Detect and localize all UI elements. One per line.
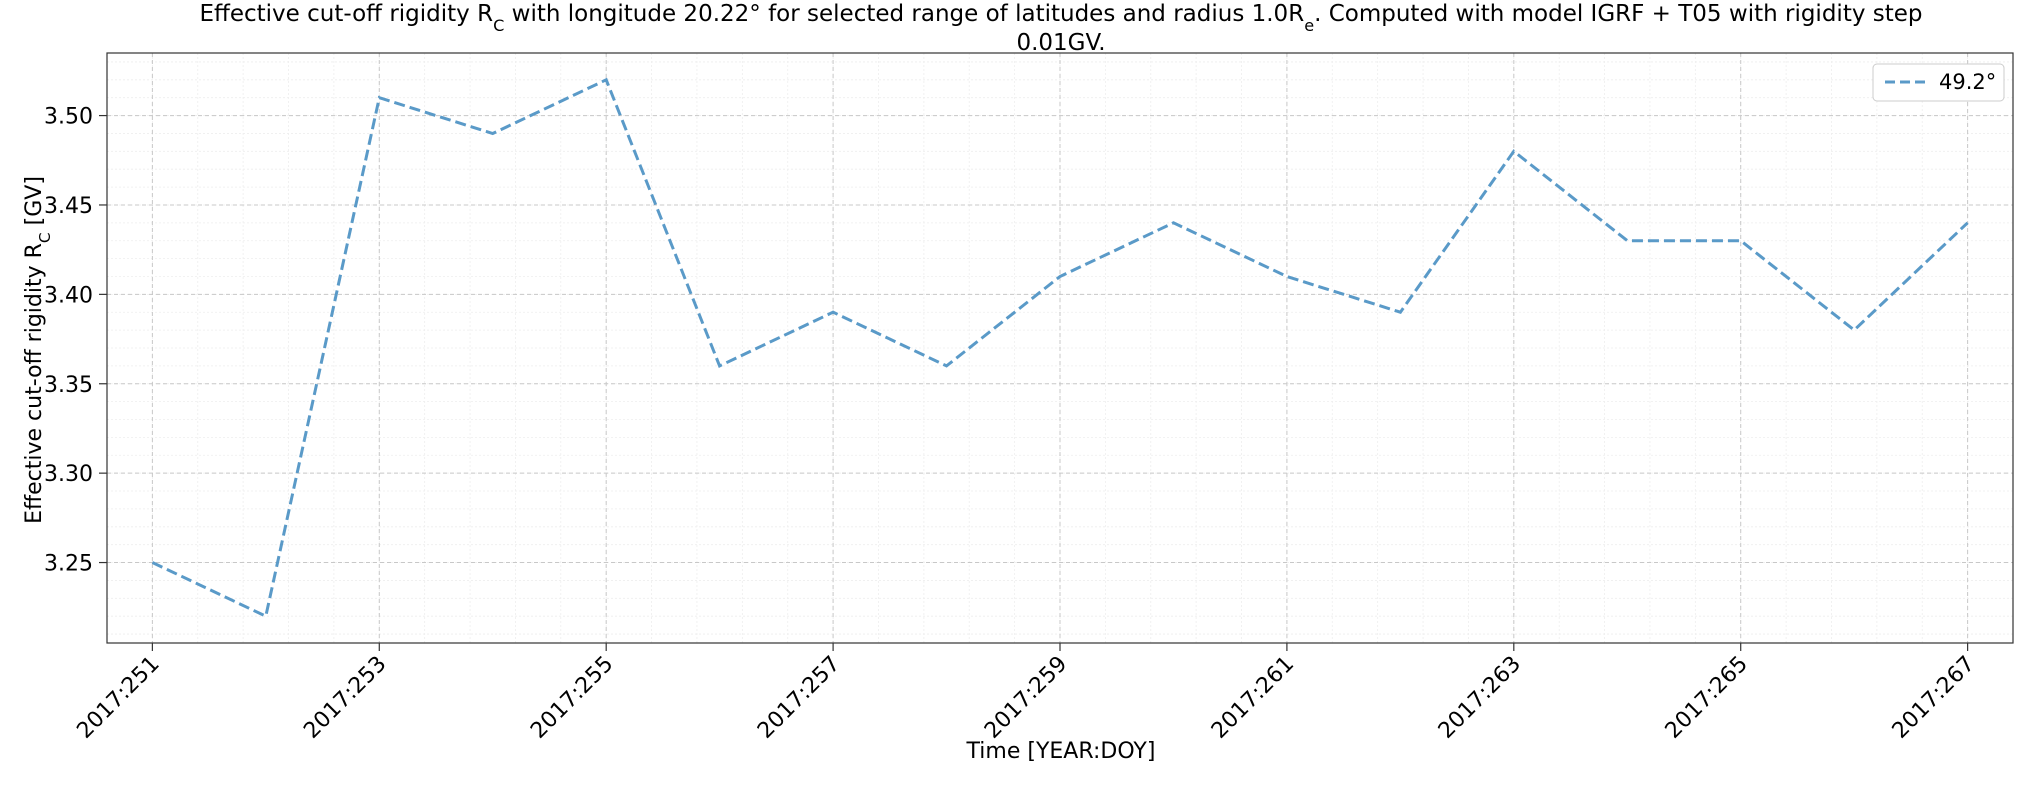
- major-grid: [107, 53, 2013, 643]
- y-tick-label: 3.50: [44, 105, 93, 130]
- x-tick-label: 2017:267: [1888, 652, 1980, 744]
- y-axis-label: Effective cut-off rigidity RC [GV]: [22, 176, 54, 524]
- y-axis-ticks: 3.25 3.30 3.35 3.40 3.45 3.50: [44, 105, 107, 577]
- series-layer: [151, 77, 1969, 619]
- x-axis-ticks: 2017:251 2017:253 2017:255 2017:257 2017:259…: [72, 643, 1980, 744]
- x-tick-label: 2017:261: [1207, 652, 1299, 744]
- legend: 49.2°: [1872, 63, 2005, 102]
- y-tick-label: 3.35: [44, 373, 93, 398]
- x-axis-label: Time [YEAR:DOY]: [966, 739, 1156, 764]
- chart-title-line-1: Effective cut-off rigidity RC with longi…: [199, 1, 1922, 35]
- legend-box: [1872, 63, 2005, 102]
- x-tick-label: 2017:257: [753, 652, 845, 744]
- x-tick-label: 2017:253: [299, 652, 391, 744]
- x-tick-label: 2017:259: [980, 652, 1072, 744]
- x-tick-label: 2017:251: [72, 652, 164, 744]
- chart-title-line-2: 0.01GV.: [1016, 30, 1105, 56]
- x-tick-label: 2017:255: [526, 652, 618, 744]
- y-tick-label: 3.45: [44, 194, 93, 219]
- legend-entry-label: 49.2°: [1939, 70, 1996, 94]
- series-line-0: [151, 77, 1969, 619]
- x-tick-label: 2017:263: [1434, 652, 1526, 744]
- y-tick-label: 3.30: [44, 462, 93, 487]
- x-tick-label: 2017:265: [1661, 652, 1753, 744]
- y-tick-label: 3.40: [44, 283, 93, 308]
- y-tick-label: 3.25: [44, 552, 93, 577]
